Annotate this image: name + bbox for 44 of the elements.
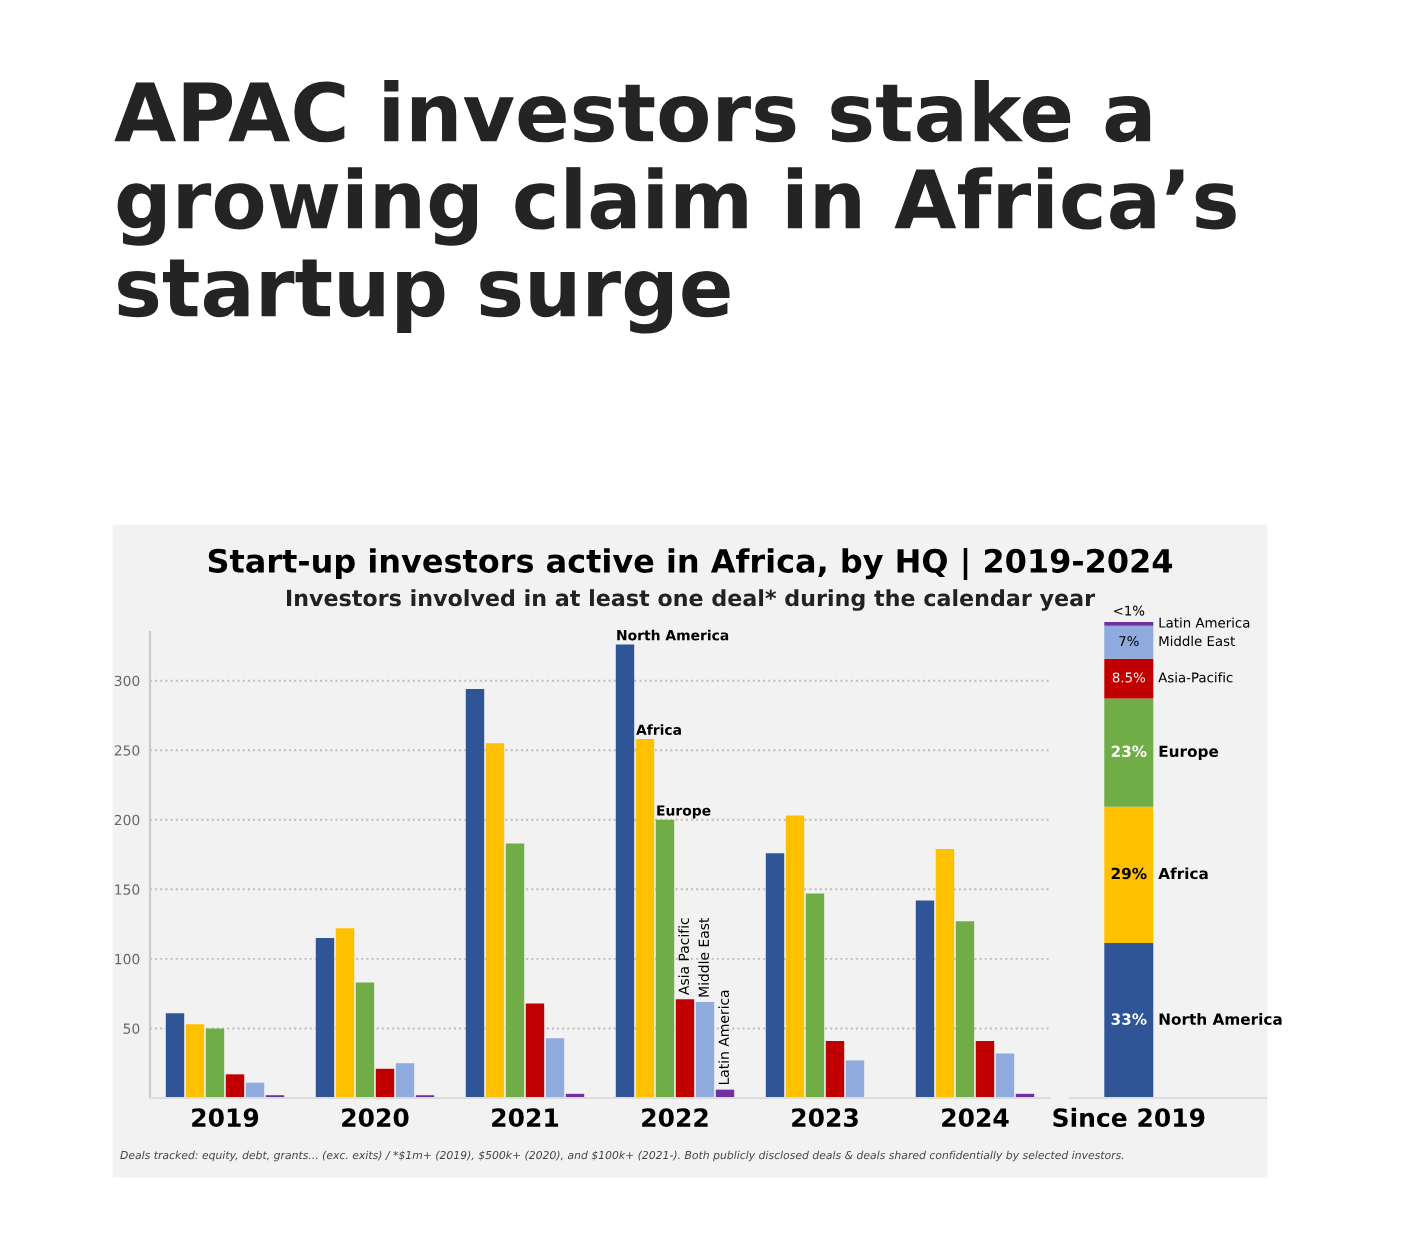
bar	[525, 1003, 545, 1098]
bar	[805, 893, 825, 1098]
bar	[975, 1040, 995, 1098]
bar	[205, 1028, 225, 1098]
x-tick-label: 2020	[342, 1108, 409, 1128]
bar	[395, 1063, 415, 1098]
chart-subtitle: Investors involved in at least one deal* during the calendar year	[286, 589, 1096, 611]
bar	[785, 815, 805, 1098]
bar	[335, 928, 355, 1098]
bar	[315, 938, 335, 1098]
bar	[185, 1024, 205, 1098]
bar	[1104, 942, 1154, 1098]
x-tick-label: 2019	[192, 1108, 259, 1128]
bar	[765, 853, 785, 1098]
chart-title: Start-up investors active in Africa, by HQ | 2019-2024	[208, 548, 1173, 580]
bar	[675, 999, 695, 1098]
bar	[165, 1013, 185, 1098]
x-tick-label: 2023	[792, 1108, 858, 1128]
x-tick-label: Since 2019	[1053, 1107, 1205, 1128]
bar	[505, 843, 525, 1098]
bar	[695, 1002, 715, 1098]
bar	[1104, 806, 1154, 943]
bar	[225, 1074, 245, 1098]
bar	[375, 1068, 395, 1098]
bar	[485, 743, 505, 1098]
bar	[935, 849, 955, 1098]
bar	[995, 1053, 1015, 1098]
bar	[955, 921, 975, 1098]
bar	[1104, 658, 1154, 699]
bar	[825, 1040, 845, 1098]
bar	[635, 739, 655, 1098]
bar	[845, 1060, 865, 1098]
x-tick-label: 2021	[492, 1108, 559, 1128]
bar	[615, 644, 635, 1098]
x-tick-label: 2024	[942, 1108, 1009, 1128]
bar	[465, 689, 485, 1098]
bar	[915, 900, 935, 1098]
bar	[1104, 698, 1154, 807]
text: APAC investors stake a growing claim in Africa’s startup surge	[114, 80, 1236, 334]
bar	[655, 819, 675, 1098]
bar	[1104, 625, 1154, 659]
bar	[355, 982, 375, 1098]
x-tick-label: 2022	[642, 1108, 708, 1128]
bar	[545, 1038, 565, 1098]
